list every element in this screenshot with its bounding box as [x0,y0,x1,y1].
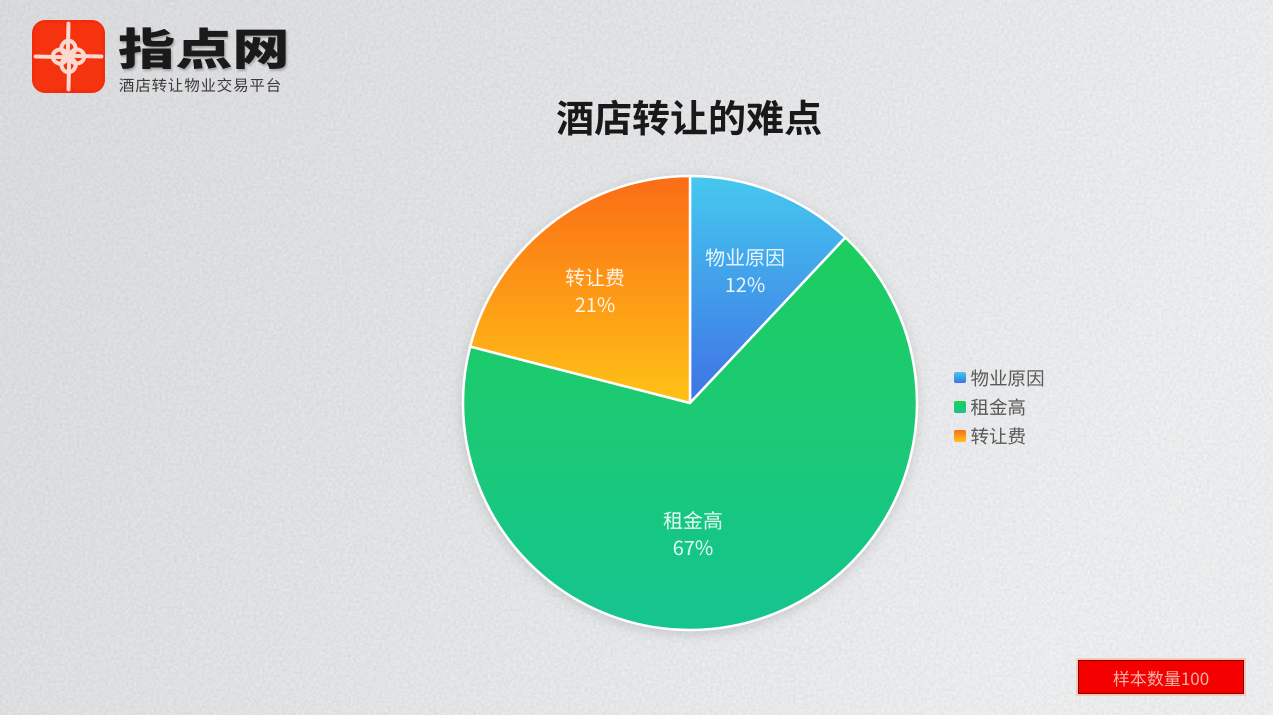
svg-text:物业原因: 物业原因 [705,242,785,271]
svg-text:租金高: 租金高 [663,505,723,534]
svg-text:转让费: 转让费 [565,262,625,291]
svg-text:12%: 12% [725,269,766,298]
svg-text:21%: 21% [575,289,616,318]
svg-text:67%: 67% [673,532,714,561]
